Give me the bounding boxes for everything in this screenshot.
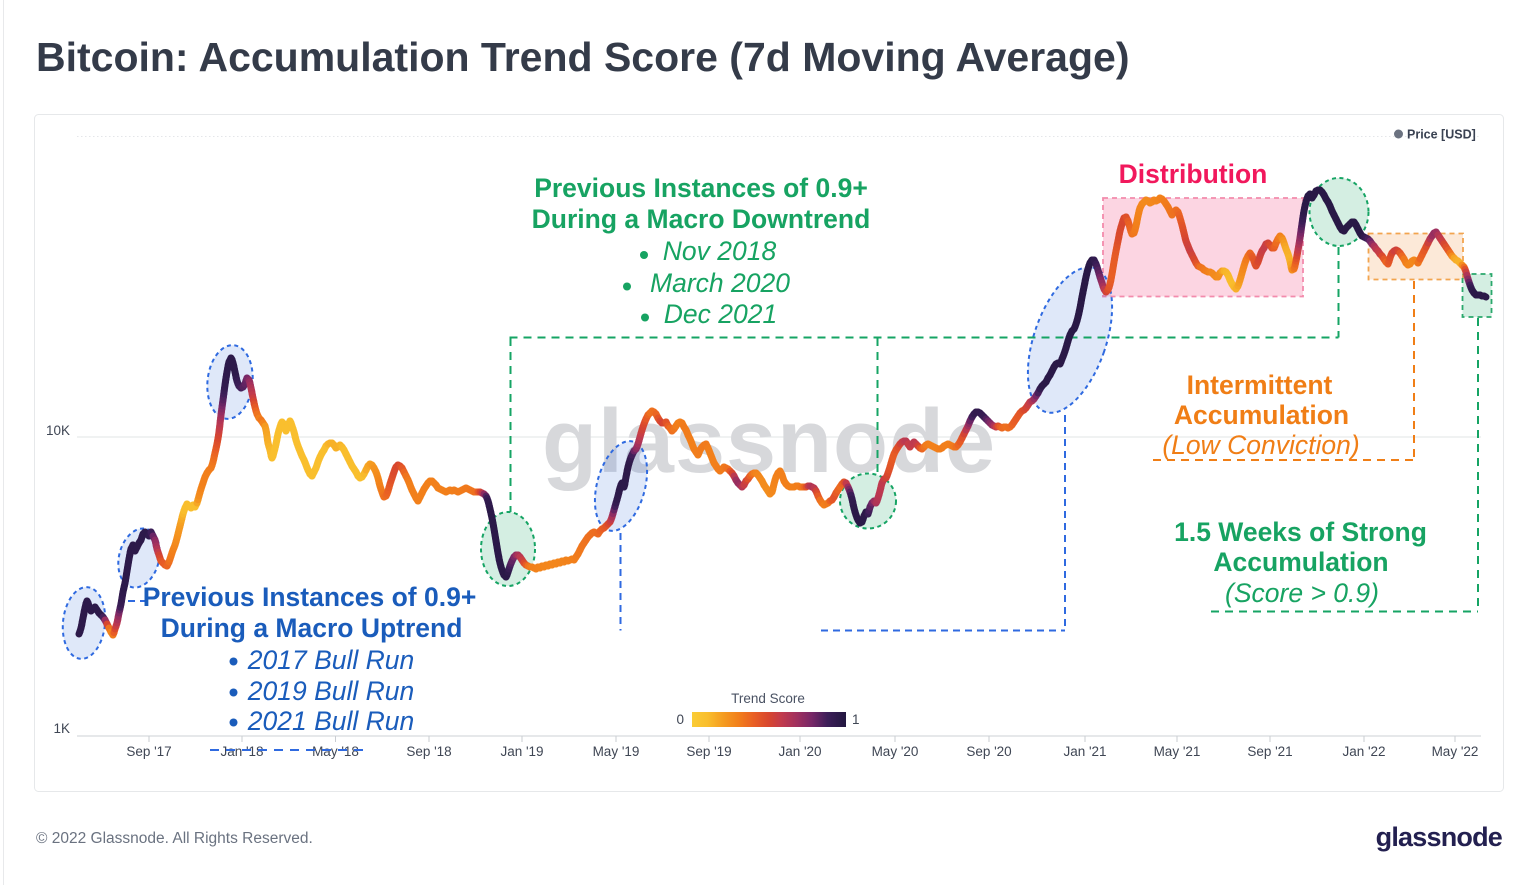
- svg-text:Accumulation: Accumulation: [1213, 547, 1388, 577]
- svg-text:During a Macro Downtrend: During a Macro Downtrend: [532, 204, 871, 234]
- svg-text:May '18: May '18: [312, 744, 359, 759]
- svg-text:2017 Bull Run: 2017 Bull Run: [247, 645, 414, 675]
- svg-text:Distribution: Distribution: [1119, 159, 1268, 189]
- svg-text:(Low Conviction): (Low Conviction): [1162, 430, 1359, 460]
- svg-text:1.5 Weeks of Strong: 1.5 Weeks of Strong: [1174, 517, 1427, 547]
- svg-text:10K: 10K: [46, 423, 70, 438]
- svg-text:Jan '22: Jan '22: [1342, 744, 1385, 759]
- svg-text:Dec 2021: Dec 2021: [664, 299, 777, 329]
- svg-text:Bitcoin: Accumulation Trend Sc: Bitcoin: Accumulation Trend Score (7d Mo…: [36, 34, 1130, 80]
- svg-text:Nov 2018: Nov 2018: [663, 236, 777, 266]
- svg-text:May '19: May '19: [593, 744, 640, 759]
- svg-text:1K: 1K: [53, 721, 70, 736]
- svg-text:Sep '21: Sep '21: [1247, 744, 1292, 759]
- svg-text:Jan '20: Jan '20: [778, 744, 821, 759]
- svg-text:Accumulation: Accumulation: [1174, 400, 1349, 430]
- svg-text:glassnode: glassnode: [1376, 822, 1503, 852]
- svg-text:2021 Bull Run: 2021 Bull Run: [247, 706, 414, 736]
- svg-text:Jan '18: Jan '18: [220, 744, 263, 759]
- svg-text:Previous Instances of 0.9+: Previous Instances of 0.9+: [143, 582, 477, 612]
- svg-text:Sep '18: Sep '18: [406, 744, 451, 759]
- svg-text:1: 1: [852, 712, 860, 727]
- svg-text:March 2020: March 2020: [650, 268, 790, 298]
- svg-text:During a Macro Uptrend: During a Macro Uptrend: [161, 613, 463, 643]
- svg-text:glassnode: glassnode: [542, 392, 996, 492]
- svg-text:(Score > 0.9): (Score > 0.9): [1225, 578, 1379, 608]
- svg-text:Price [USD]: Price [USD]: [1407, 128, 1476, 142]
- svg-text:May '22: May '22: [1432, 744, 1479, 759]
- svg-text:Trend Score: Trend Score: [731, 691, 805, 706]
- svg-text:© 2022 Glassnode. All Rights R: © 2022 Glassnode. All Rights Reserved.: [36, 830, 313, 847]
- svg-text:2019 Bull Run: 2019 Bull Run: [247, 676, 414, 706]
- svg-text:May '20: May '20: [872, 744, 919, 759]
- svg-text:May '21: May '21: [1154, 744, 1201, 759]
- svg-text:0: 0: [676, 712, 684, 727]
- svg-text:Intermittent: Intermittent: [1187, 370, 1333, 400]
- svg-text:Sep '17: Sep '17: [126, 744, 171, 759]
- svg-text:Jan '21: Jan '21: [1063, 744, 1106, 759]
- svg-text:Previous Instances of 0.9+: Previous Instances of 0.9+: [534, 173, 868, 203]
- svg-text:Sep '19: Sep '19: [686, 744, 731, 759]
- svg-text:Sep '20: Sep '20: [966, 744, 1011, 759]
- svg-text:Jan '19: Jan '19: [500, 744, 543, 759]
